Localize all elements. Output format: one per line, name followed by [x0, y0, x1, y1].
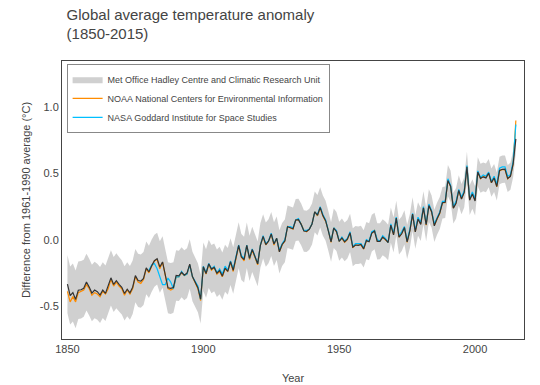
svg-text:Difference from 1961-1990 aver: Difference from 1961-1990 average (°C)	[20, 102, 32, 298]
svg-text:1900: 1900	[191, 343, 215, 355]
svg-text:1850: 1850	[55, 343, 79, 355]
svg-text:Met Office Hadley Centre and C: Met Office Hadley Centre and Climatic Re…	[108, 75, 321, 85]
svg-text:0.0: 0.0	[44, 234, 59, 246]
svg-text:Year: Year	[282, 372, 305, 384]
svg-text:NOAA National Centers for Envi: NOAA National Centers for Environmental …	[108, 94, 323, 104]
svg-text:1.0: 1.0	[44, 101, 59, 113]
svg-text:2000: 2000	[463, 343, 487, 355]
svg-text:1950: 1950	[327, 343, 351, 355]
svg-text:0.5: 0.5	[44, 167, 59, 179]
svg-text:Global average temperature ano: Global average temperature anomaly(1850-…	[67, 6, 315, 43]
svg-text:-0.5: -0.5	[40, 300, 59, 312]
svg-text:NASA Goddard Institute for Spa: NASA Goddard Institute for Space Studies	[108, 113, 278, 123]
